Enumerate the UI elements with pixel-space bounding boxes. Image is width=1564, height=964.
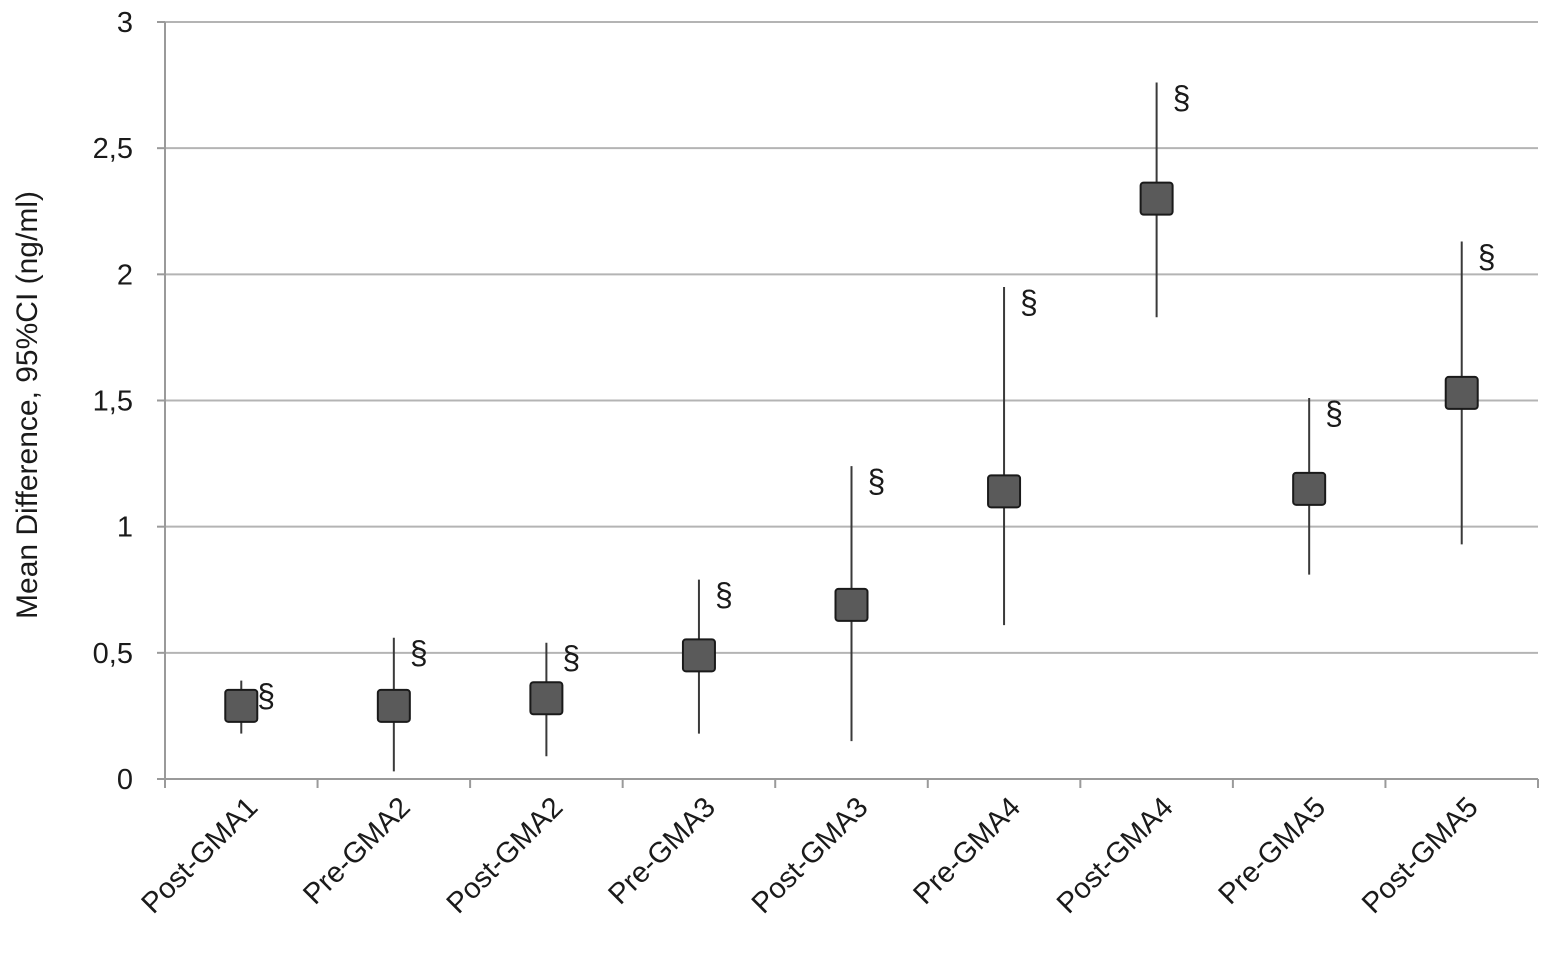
y-tick-label: 2: [117, 259, 133, 291]
mean-marker: [681, 638, 716, 673]
data-point: §: [1139, 80, 1191, 318]
significance-marker: §: [1478, 239, 1496, 275]
mean-marker: [834, 587, 869, 622]
x-category-label: Pre-GMA5: [1213, 791, 1332, 910]
x-category-label: Post-GMA3: [746, 791, 875, 920]
x-category-label: Post-GMA2: [441, 791, 570, 920]
significance-marker: §: [1325, 395, 1343, 431]
mean-marker: [1139, 181, 1174, 216]
data-point: §: [376, 635, 428, 772]
data-point: §: [834, 463, 886, 742]
x-category-label: Pre-GMA4: [908, 791, 1027, 910]
mean-marker: [1444, 375, 1479, 410]
y-tick-label: 0: [117, 764, 133, 796]
data-point: §: [1444, 239, 1496, 545]
mean-marker: [1292, 471, 1327, 506]
x-category-label: Post-GMA4: [1051, 791, 1180, 920]
significance-marker: §: [1020, 284, 1038, 320]
y-tick-label: 3: [117, 7, 133, 39]
mean-marker: [376, 688, 411, 723]
data-point: §: [529, 640, 580, 757]
significance-marker: §: [868, 463, 886, 499]
significance-marker: §: [410, 635, 428, 671]
y-axis-ticks: 0 0,5 1 1,5 2 2,5 3: [93, 7, 133, 796]
data-point: §: [987, 284, 1038, 626]
significance-marker: §: [715, 577, 733, 613]
gridlines: [165, 21, 1538, 654]
data-point: §: [224, 678, 275, 734]
x-category-label: Post-GMA1: [136, 791, 265, 920]
axes: [157, 21, 1539, 788]
mean-marker: [987, 474, 1022, 509]
significance-marker: §: [257, 678, 275, 714]
x-axis-categories: Post-GMA1 Pre-GMA2 Post-GMA2 Pre-GMA3 Post-G…: [136, 791, 1485, 920]
y-tick-label: 0,5: [93, 638, 133, 670]
y-tick-label: 1: [117, 512, 133, 544]
data-points: § § § § § § § § §: [224, 80, 1496, 772]
y-tick-label: 1,5: [93, 386, 133, 418]
x-category-label: Post-GMA5: [1356, 791, 1485, 920]
mean-marker: [224, 688, 259, 723]
x-category-label: Pre-GMA3: [602, 791, 721, 910]
significance-marker: §: [562, 640, 580, 676]
x-category-label: Pre-GMA2: [297, 791, 416, 910]
data-point: §: [1292, 395, 1343, 575]
y-axis-label: Mean Difference, 95%CI (ng/ml): [11, 191, 44, 619]
significance-marker: §: [1173, 80, 1191, 116]
mean-marker: [529, 681, 564, 716]
y-tick-label: 2,5: [93, 133, 133, 165]
data-point: §: [681, 577, 733, 734]
